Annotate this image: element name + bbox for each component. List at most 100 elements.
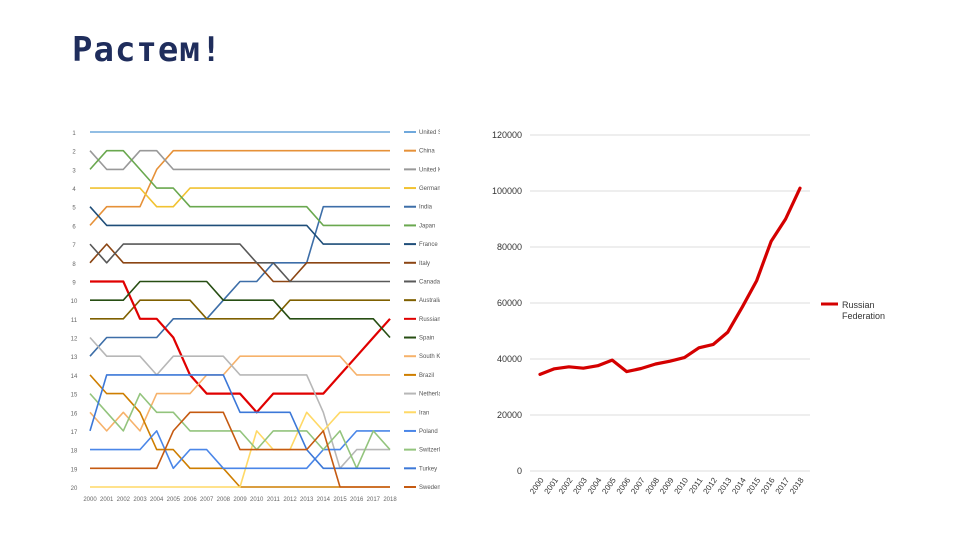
bump-x-tick-label: 2018 (383, 497, 397, 503)
bump-legend-label: China (419, 149, 435, 155)
russia-series-line (538, 186, 802, 376)
bump-series-line (90, 187, 390, 208)
bump-legend-label: Poland (419, 429, 438, 435)
x-tick-label: 2007 (629, 476, 647, 496)
bump-series-line (89, 149, 390, 226)
line-legend-label: Federation (842, 311, 885, 321)
bump-series-line (90, 299, 390, 320)
rank-tick-label: 4 (72, 187, 76, 193)
bump-legend-label: Australia (419, 298, 440, 304)
bump-x-tick-label: 2003 (133, 497, 147, 503)
rank-tick-label: 12 (71, 337, 78, 343)
y-tick-label: 100000 (492, 186, 522, 196)
bump-x-tick-label: 2010 (250, 497, 264, 503)
y-tick-label: 20000 (497, 410, 522, 420)
rank-tick-label: 10 (71, 299, 78, 305)
bump-legend-label: Netherlands (419, 392, 440, 398)
x-tick-label: 2018 (788, 476, 806, 496)
rank-tick-label: 17 (71, 430, 78, 436)
rank-tick-label: 19 (71, 467, 78, 473)
bump-series-line (89, 243, 390, 283)
rank-tick-label: 7 (72, 243, 76, 249)
bump-x-tick-label: 2014 (317, 497, 331, 503)
x-tick-label: 2004 (586, 476, 604, 496)
bump-series-line (89, 374, 390, 470)
bump-legend-label: Brazil (419, 373, 434, 379)
bump-legend-label: Iran (419, 410, 429, 416)
x-tick-label: 2005 (600, 476, 618, 496)
bump-series-line (89, 392, 391, 470)
bump-x-tick-label: 2009 (233, 497, 247, 503)
bump-legend-label: France (419, 242, 438, 248)
x-tick-label: 2013 (716, 476, 734, 496)
x-tick-label: 2016 (759, 476, 777, 496)
rank-tick-label: 3 (72, 168, 76, 174)
bump-legend-label: United Kingdom (419, 167, 440, 173)
x-tick-label: 2014 (730, 476, 748, 496)
rank-tick-label: 20 (71, 486, 78, 492)
bump-series-line (90, 430, 390, 470)
rank-tick-label: 8 (72, 262, 76, 268)
bump-legend-label: Switzerland (419, 448, 440, 454)
bump-x-tick-label: 2002 (117, 497, 131, 503)
bump-legend-label: Sweden (419, 485, 440, 491)
x-tick-label: 2002 (557, 476, 575, 496)
x-tick-label: 2015 (745, 476, 763, 496)
rank-tick-label: 15 (71, 393, 78, 399)
y-tick-label: 60000 (497, 298, 522, 308)
rank-tick-label: 9 (72, 280, 76, 286)
bump-x-tick-label: 2004 (150, 497, 164, 503)
bump-x-tick-label: 2007 (200, 497, 214, 503)
bump-x-tick-label: 2012 (283, 497, 297, 503)
rank-tick-label: 5 (72, 206, 76, 212)
bump-x-tick-label: 2013 (300, 497, 314, 503)
slide-title: Растем! (72, 30, 223, 70)
bump-x-tick-label: 2000 (83, 497, 97, 503)
rank-tick-label: 1 (72, 131, 76, 137)
bump-legend-label: United States (419, 130, 440, 136)
bump-x-tick-label: 2017 (367, 497, 381, 503)
y-tick-label: 0 (517, 466, 522, 476)
bump-series-line (90, 411, 390, 488)
bump-x-tick-label: 2001 (100, 497, 114, 503)
bump-legend-label: South Korea (419, 354, 440, 360)
bump-legend-label: Germany (419, 186, 440, 192)
bump-x-tick-label: 2016 (350, 497, 364, 503)
bump-legend-label: Japan (419, 223, 435, 229)
x-tick-label: 2017 (774, 476, 792, 496)
bump-legend-label: Turkey (419, 466, 437, 472)
rank-tick-label: 6 (72, 224, 76, 230)
bump-series-line (89, 355, 390, 432)
rank-tick-label: 13 (71, 355, 78, 361)
bump-x-tick-label: 2011 (267, 497, 281, 503)
bump-legend-label: Canada (419, 279, 440, 285)
bump-series-line (89, 149, 390, 227)
bump-series-line (90, 280, 391, 414)
x-tick-label: 2009 (658, 476, 676, 496)
y-tick-label: 40000 (497, 354, 522, 364)
bump-x-tick-label: 2006 (183, 497, 197, 503)
bump-x-tick-label: 2015 (333, 497, 347, 503)
bump-series-line (90, 280, 391, 339)
y-tick-label: 80000 (497, 242, 522, 252)
x-tick-label: 2012 (701, 476, 719, 496)
bump-legend-label: Russian Federation (419, 317, 440, 323)
bump-series-line (89, 205, 390, 357)
bump-x-tick-label: 2005 (167, 497, 181, 503)
x-tick-label: 2008 (644, 476, 662, 496)
rank-tick-label: 11 (71, 318, 78, 324)
y-tick-label: 120000 (492, 130, 522, 140)
rank-tick-label: 18 (71, 449, 78, 455)
bump-series-line (90, 411, 390, 488)
bump-legend-label: Italy (419, 261, 430, 267)
x-tick-label: 2001 (543, 476, 561, 496)
x-tick-label: 2006 (615, 476, 633, 496)
bump-series-line (89, 206, 390, 245)
bump-x-tick-label: 2008 (217, 497, 231, 503)
line-legend-label: Russian (842, 300, 875, 310)
bump-series-line (89, 149, 390, 171)
x-tick-label: 2010 (673, 476, 691, 496)
x-tick-label: 2003 (571, 476, 589, 496)
